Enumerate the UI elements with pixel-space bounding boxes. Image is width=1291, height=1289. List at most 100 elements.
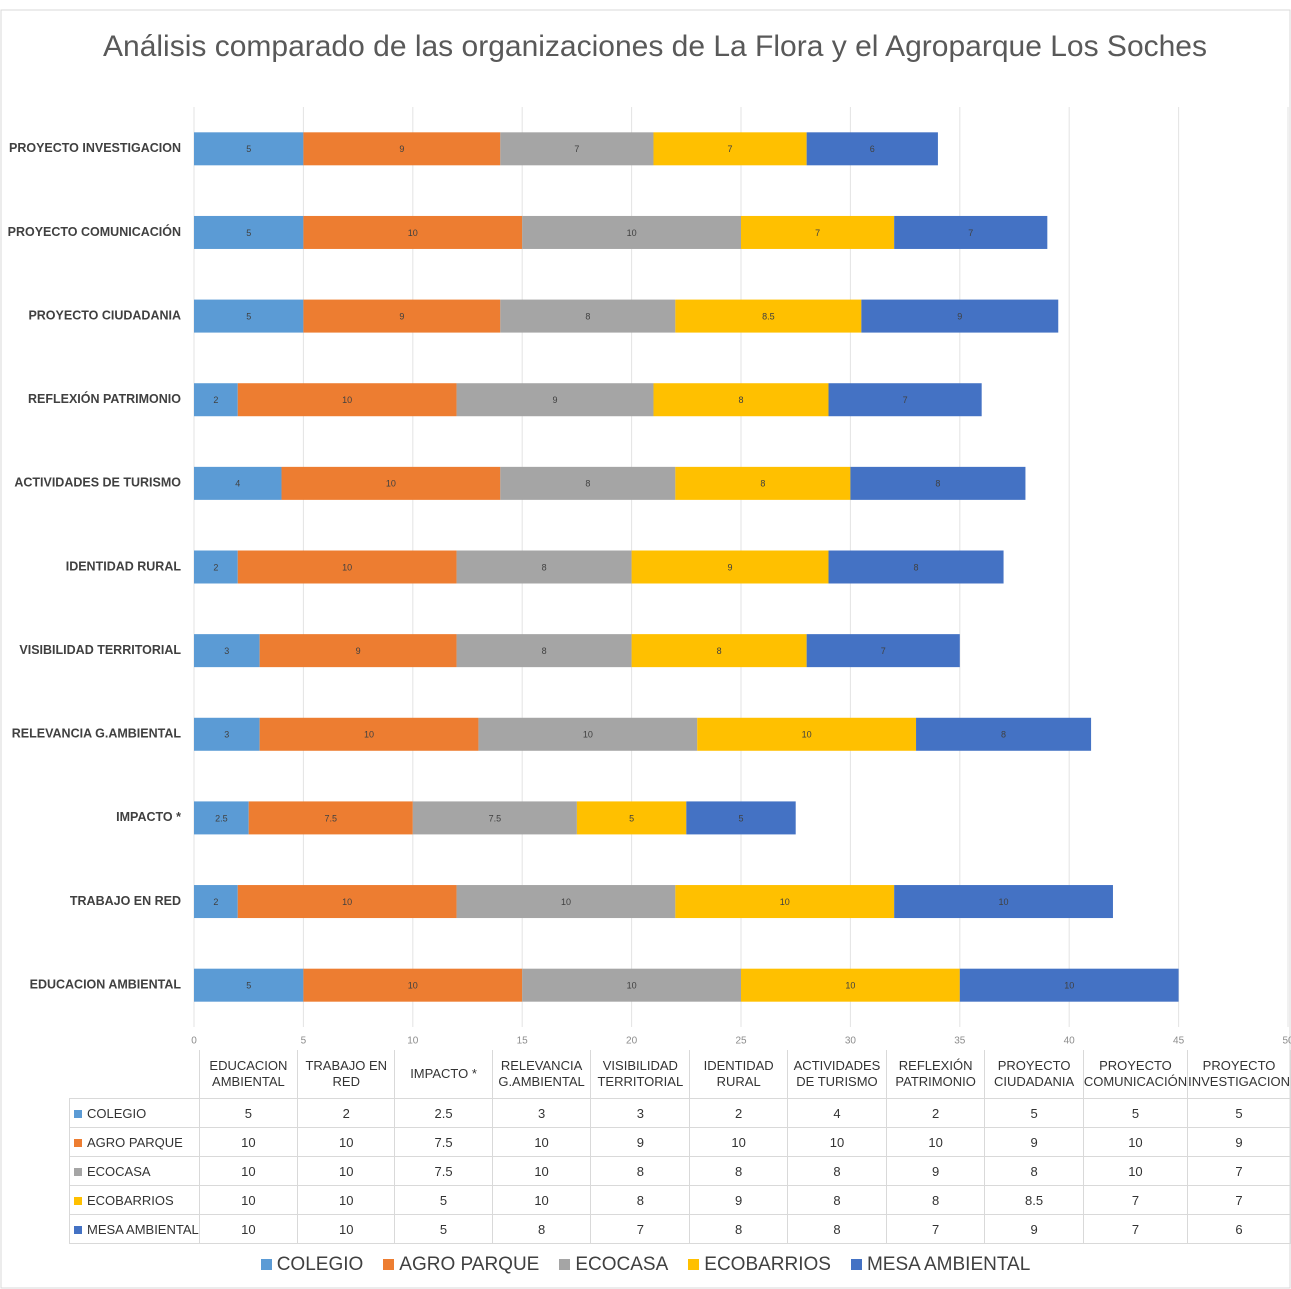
legend-item: ECOBARRIOS [688, 1254, 831, 1275]
legend-item: COLEGIO [260, 1254, 364, 1275]
y-tick-label: IDENTIDAD RURAL [66, 559, 182, 573]
data-label: 10 [364, 730, 374, 740]
table-row-header: MESA AMBIENTAL [69, 1214, 200, 1244]
table-cell: 10 [491, 1127, 592, 1157]
data-label: 10 [999, 897, 1009, 907]
table-row-header: ECOBARRIOS [69, 1185, 200, 1215]
data-label: 10 [342, 395, 352, 405]
table-row: ECOCASA 10 10 7.5 10 8 8 8 9 8 10 7 [69, 1156, 1291, 1186]
table-cell: 8 [689, 1214, 789, 1244]
legend-item: AGRO PARQUE [383, 1254, 539, 1275]
data-label: 5 [629, 813, 634, 823]
data-label: 3 [224, 730, 229, 740]
data-label: 9 [399, 144, 404, 154]
table-cell: 8 [984, 1156, 1084, 1186]
bar-segment [456, 634, 632, 668]
bar-segment [456, 383, 654, 417]
table-header: EDUCACION AMBIENTAL TRABAJO EN RED IMPACTO… [70, 1050, 1291, 1099]
bar-segment [478, 717, 698, 751]
bar-segment [850, 466, 1026, 500]
data-label: 8.5 [762, 311, 775, 321]
legend-key [74, 1167, 82, 1176]
bar-segment [894, 215, 1048, 249]
table-cell: 7 [885, 1214, 986, 1244]
data-label: 8 [717, 646, 722, 656]
table-row: MESA AMBIENTAL 10 10 5 8 7 8 8 7 9 7 6 [69, 1214, 1291, 1244]
bar-segment [806, 634, 960, 668]
table-cell: 5 [1082, 1098, 1189, 1128]
table-cell: 7 [590, 1214, 691, 1244]
table-cell: 9 [1187, 1127, 1291, 1157]
y-tick-label: TRABAJO EN RED [70, 894, 181, 908]
data-label: 5 [738, 813, 743, 823]
data-label: 7 [903, 395, 908, 405]
data-label: 2 [213, 897, 218, 907]
legend-swatch [559, 1259, 571, 1270]
bar-segment [959, 968, 1179, 1002]
data-label: 8 [585, 479, 590, 489]
chart-title: Análisis comparado de las organizaciones… [103, 30, 1207, 63]
legend-swatch [688, 1259, 700, 1270]
bar-segment [675, 299, 862, 333]
bar-segment [576, 801, 687, 835]
bar-segment [194, 968, 304, 1002]
legend-label: COLEGIO [276, 1254, 364, 1275]
bar-segment [500, 299, 676, 333]
data-label: 7.5 [324, 813, 337, 823]
legend-swatch [383, 1259, 395, 1270]
x-tick-label: 0 [191, 1036, 197, 1047]
series-name: MESA AMBIENTAL [87, 1221, 199, 1237]
table-cell: 10 [1082, 1127, 1189, 1157]
data-label: 9 [728, 562, 733, 572]
table-cell: 10 [885, 1127, 986, 1157]
y-tick-label: PROYECTO CIUDADANIA [28, 308, 181, 322]
x-tick-label: 5 [301, 1036, 307, 1047]
x-tick-label: 20 [626, 1036, 638, 1047]
bar-segment [631, 634, 807, 668]
bar-segment [631, 550, 829, 584]
bar-segment [281, 466, 501, 500]
table-cell: 10 [1082, 1156, 1189, 1186]
x-tick-label: 50 [1282, 1036, 1291, 1047]
table-cell: 2 [689, 1098, 789, 1128]
table-cell: 10 [198, 1214, 299, 1244]
bar-segment [194, 466, 282, 500]
table-cell: 8 [491, 1214, 592, 1244]
bar-segment [894, 885, 1113, 919]
bar-segment [828, 383, 982, 417]
table-cell: 7.5 [394, 1156, 493, 1186]
table-cell: 8 [590, 1185, 691, 1215]
bar-segment [194, 550, 238, 584]
bar-segment [500, 466, 676, 500]
data-label: 7 [968, 228, 973, 238]
table-cell: 10 [787, 1127, 887, 1157]
x-tick-label: 35 [954, 1036, 966, 1047]
y-tick-label: VISIBILIDAD TERRITORIAL [19, 643, 181, 657]
data-label: 10 [627, 228, 637, 238]
data-label: 2 [213, 562, 218, 572]
bar-segment [303, 968, 523, 1002]
table-cell: 5 [198, 1098, 299, 1128]
bar-segment [303, 132, 501, 166]
table-header-cell: PROYECTO CIUDADANIA [984, 1050, 1084, 1099]
bar-segment [741, 215, 895, 249]
data-label: 10 [780, 897, 790, 907]
table-cell: 10 [689, 1127, 789, 1157]
x-tick-label: 10 [407, 1036, 419, 1047]
table-header-cell: EDUCACION AMBIENTAL [198, 1050, 299, 1099]
data-label: 8 [914, 562, 919, 572]
legend-swatch [850, 1259, 862, 1270]
table-header-cell: RELEVANCIA G.AMBIENTAL [491, 1050, 592, 1099]
bar-segment [194, 132, 304, 166]
table-cell: 10 [491, 1156, 592, 1186]
bar-segment [500, 132, 654, 166]
bar-segment [194, 299, 304, 333]
data-label: 7 [574, 144, 579, 154]
y-tick-label: REFLEXIÓN PATRIMONIO [28, 391, 181, 406]
y-tick-label: RELEVANCIA G.AMBIENTAL [12, 727, 182, 741]
data-table: EDUCACION AMBIENTAL TRABAJO EN RED IMPACTO… [69, 1050, 1291, 1244]
data-label: 8 [1001, 730, 1006, 740]
data-label: 4 [235, 479, 240, 489]
